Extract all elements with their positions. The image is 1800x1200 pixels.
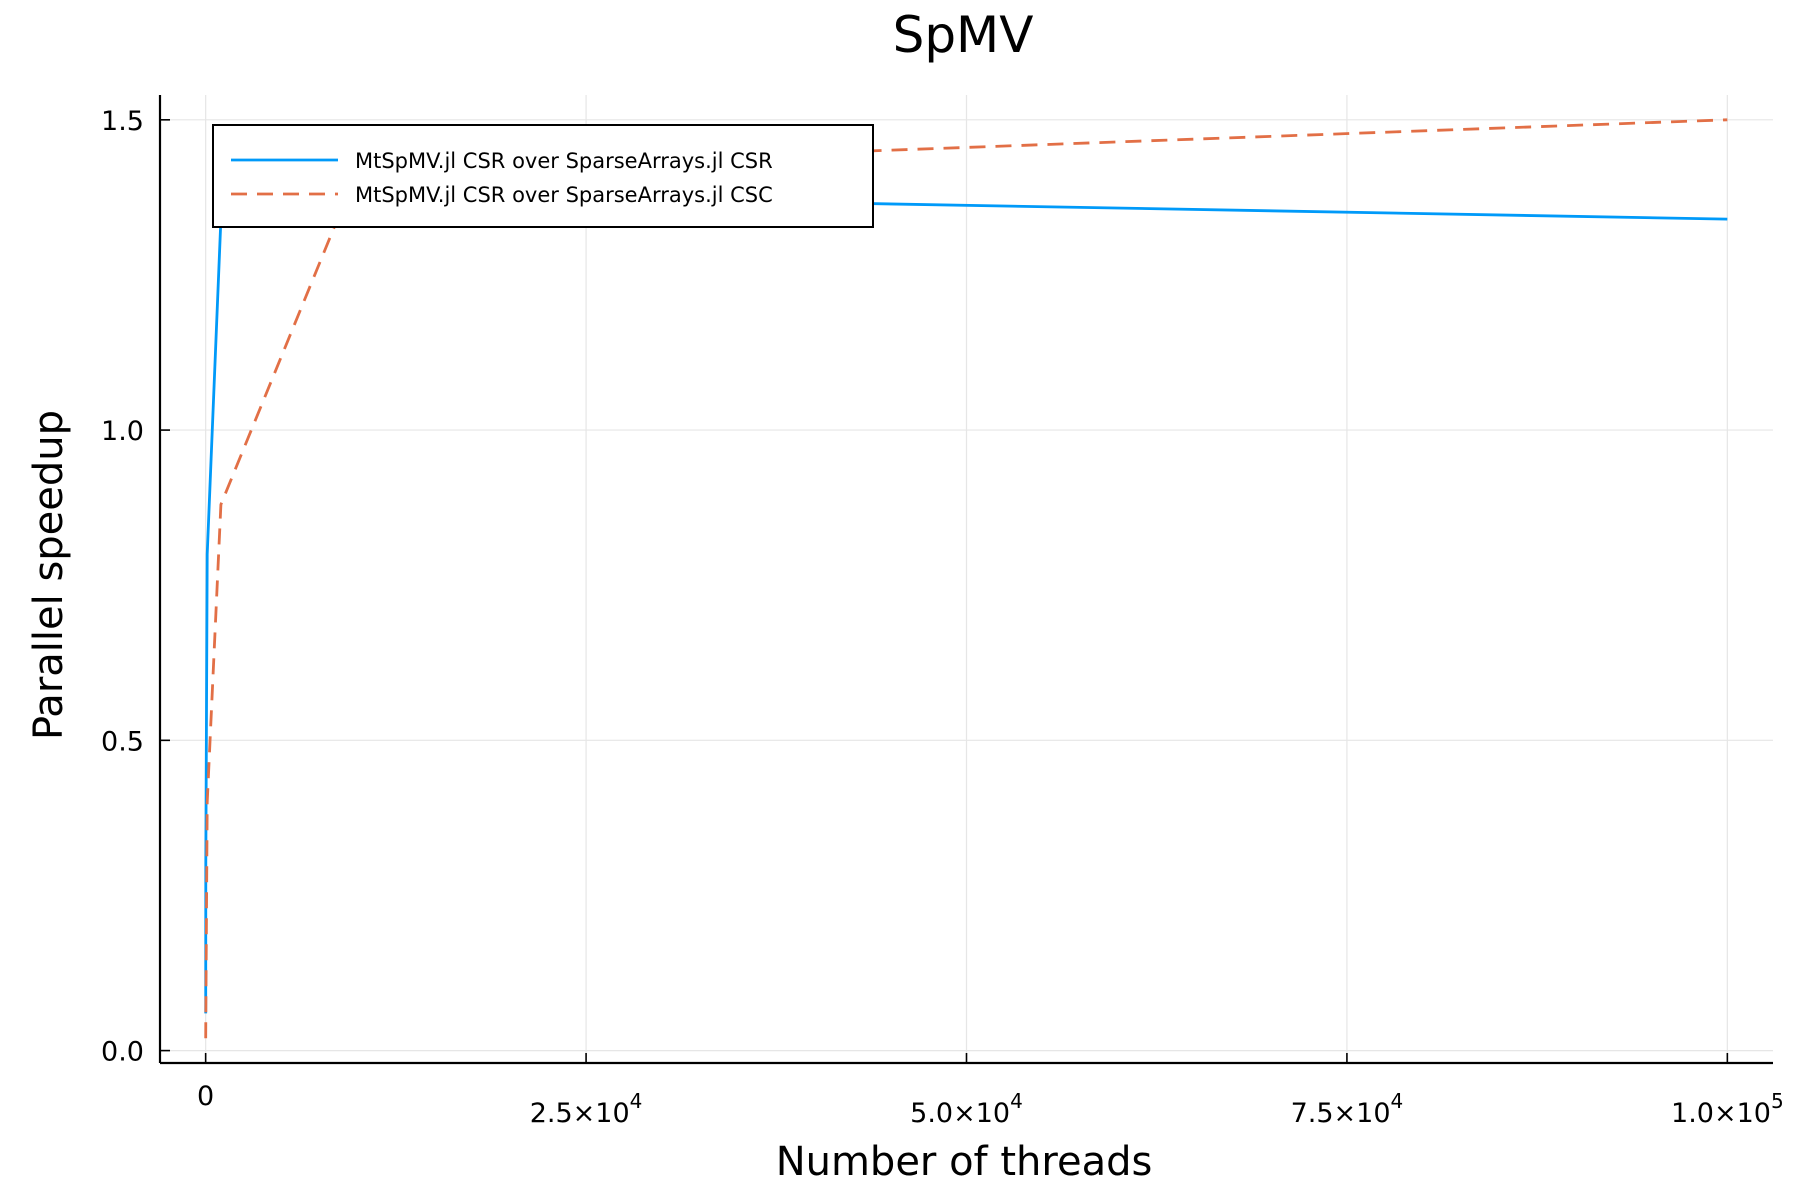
y-tick-labels: 0.0 0.5 1.0 1.5 <box>101 106 144 1068</box>
legend-entry-1: MtSpMV.jl CSR over SparseArrays.jl CSR <box>355 149 773 173</box>
x-tick-labels: 0 2.5×104 5.0×104 7.5×104 1.0×105 <box>197 1081 1784 1129</box>
x-axis-label: Number of threads <box>776 1139 1153 1185</box>
legend-box <box>212 124 874 228</box>
x-tick-label: 0 <box>197 1081 214 1112</box>
x-tick-label: 2.5×104 <box>530 1089 643 1129</box>
legend: MtSpMV.jl CSR over SparseArrays.jl CSR Mt… <box>212 124 874 228</box>
y-tick-label: 1.5 <box>101 106 144 137</box>
x-tick-label: 7.5×104 <box>1291 1089 1404 1129</box>
y-tick-label: 1.0 <box>101 416 144 447</box>
x-tick-label: 5.0×104 <box>910 1089 1023 1129</box>
chart-title: SpMV <box>893 6 1034 64</box>
y-tick-label: 0.0 <box>101 1037 144 1068</box>
axes <box>158 95 1773 1065</box>
x-tick-label: 1.0×105 <box>1671 1089 1784 1129</box>
y-axis-label: Parallel speedup <box>26 410 72 740</box>
legend-entry-2: MtSpMV.jl CSR over SparseArrays.jl CSC <box>355 183 773 207</box>
y-tick-label: 0.5 <box>101 726 144 757</box>
grid <box>160 95 1773 1063</box>
